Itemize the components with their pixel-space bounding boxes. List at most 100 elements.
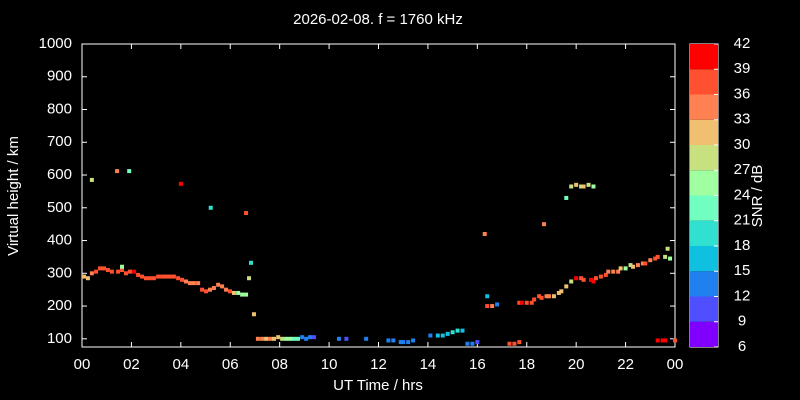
- data-point: [579, 184, 584, 189]
- data-point: [224, 287, 229, 292]
- colorbar-tick-label: 21: [734, 212, 751, 229]
- data-point: [143, 276, 148, 281]
- data-point: [255, 336, 260, 341]
- x-tick-label: 16: [469, 356, 486, 373]
- colorbar-tick-label: 33: [734, 111, 751, 128]
- data-point: [220, 284, 225, 289]
- x-tick-label: 18: [518, 356, 535, 373]
- data-point: [517, 340, 522, 345]
- data-point: [336, 336, 341, 341]
- data-point: [264, 336, 269, 341]
- data-point: [603, 272, 608, 277]
- y-tick-label: 1000: [39, 35, 72, 52]
- data-point: [116, 269, 121, 274]
- data-point: [507, 341, 512, 346]
- data-point: [132, 269, 137, 274]
- data-point: [435, 333, 440, 338]
- data-point: [485, 304, 490, 309]
- y-tick-label: 300: [47, 264, 72, 281]
- data-point: [665, 246, 670, 251]
- y-tick-label: 400: [47, 232, 72, 249]
- data-point: [167, 274, 172, 279]
- data-point: [517, 300, 522, 305]
- colorbar-tick-label: 9: [738, 313, 746, 330]
- data-point: [551, 294, 556, 299]
- colorbar-tick-label: 42: [734, 35, 751, 52]
- data-point: [276, 335, 281, 340]
- data-point: [598, 274, 603, 279]
- data-point: [663, 254, 668, 259]
- data-point: [673, 338, 677, 343]
- x-tick-label: 04: [172, 356, 189, 373]
- data-point: [295, 336, 300, 341]
- x-tick-label: 00: [667, 356, 684, 373]
- data-point: [196, 281, 201, 286]
- data-point: [247, 276, 252, 281]
- data-point: [564, 195, 569, 200]
- data-point: [440, 333, 445, 338]
- data-point: [465, 341, 470, 346]
- data-point: [623, 266, 628, 271]
- colorbar-segment: [690, 296, 718, 322]
- y-tick-label: 600: [47, 166, 72, 183]
- data-point: [635, 263, 640, 268]
- y-tick-label: 200: [47, 297, 72, 314]
- chart-title: 2026-02-08. f = 1760 kHz: [293, 11, 463, 28]
- data-point: [236, 290, 241, 295]
- data-point: [115, 169, 120, 174]
- data-point: [89, 177, 94, 182]
- colorbar-segment: [690, 271, 718, 297]
- data-point: [364, 336, 369, 341]
- colorbar-tick-label: 24: [734, 186, 751, 203]
- data-point: [398, 340, 403, 345]
- colorbar-segment: [690, 94, 718, 120]
- data-point: [485, 294, 490, 299]
- data-point: [401, 340, 406, 345]
- data-point: [120, 264, 125, 269]
- data-point: [663, 338, 668, 343]
- data-point: [191, 281, 196, 286]
- colorbar-segment: [690, 246, 718, 272]
- colorbar-segment: [690, 170, 718, 196]
- data-point: [586, 182, 591, 187]
- data-point: [180, 277, 185, 282]
- y-tick-label: 800: [47, 100, 72, 117]
- data-point: [136, 272, 141, 277]
- data-point: [271, 336, 276, 341]
- colorbar-tick-label: 39: [734, 60, 751, 77]
- colorbar-segment: [690, 119, 718, 145]
- data-point: [529, 300, 534, 305]
- data-point: [268, 336, 273, 341]
- colorbar-tick-label: 12: [734, 287, 751, 304]
- data-point: [660, 338, 665, 343]
- data-point: [240, 292, 245, 297]
- colorbar-segment: [690, 69, 718, 95]
- data-point: [216, 282, 221, 287]
- data-point: [512, 341, 517, 346]
- data-point: [94, 269, 99, 274]
- data-point: [450, 330, 455, 335]
- colorbar-tick-label: 27: [734, 161, 751, 178]
- data-point: [532, 297, 537, 302]
- data-point: [653, 256, 658, 261]
- colorbar-tick-label: 18: [734, 237, 751, 254]
- data-point: [574, 182, 579, 187]
- colorbar-segment: [690, 220, 718, 246]
- data-point: [244, 211, 249, 216]
- y-tick-label: 900: [47, 68, 72, 85]
- data-point: [655, 338, 660, 343]
- data-point: [581, 184, 586, 189]
- data-point: [386, 338, 391, 343]
- colorbar-segment: [690, 321, 718, 347]
- y-axis-label: Virtual height / km: [5, 136, 22, 256]
- data-point: [556, 290, 561, 295]
- data-point: [579, 276, 584, 281]
- data-point: [260, 336, 265, 341]
- data-point: [490, 304, 495, 309]
- colorbar-label: SNR / dB: [749, 165, 766, 228]
- colorbar-tick-label: 36: [734, 85, 751, 102]
- data-point: [630, 264, 635, 269]
- data-point: [85, 276, 90, 281]
- data-point: [147, 276, 152, 281]
- x-axis-label: UT Time / hrs: [333, 377, 423, 394]
